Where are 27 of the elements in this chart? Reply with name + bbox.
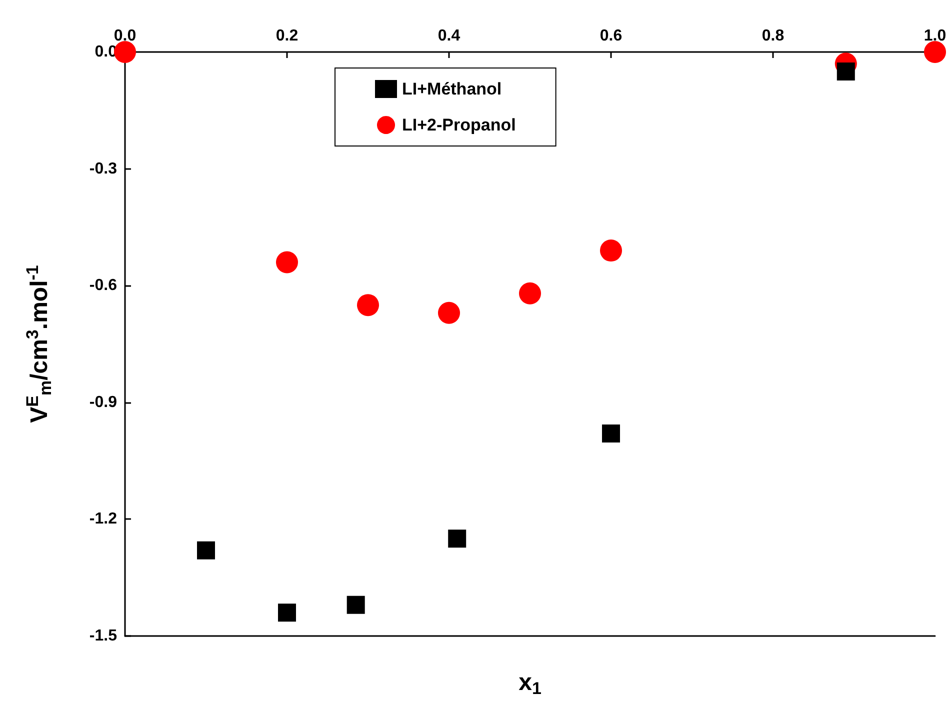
y-tick-label: -0.9 <box>89 394 118 411</box>
point <box>357 294 379 316</box>
point <box>197 541 215 560</box>
x-tick-label: 0.2 <box>276 28 298 44</box>
point <box>114 41 136 63</box>
point <box>278 604 296 622</box>
legend-label: LI+2-Propanol <box>402 116 516 134</box>
legend-label: LI+Méthanol <box>402 80 502 98</box>
point <box>448 530 466 548</box>
y-axis-title: VEm/cm3.mol-1 <box>23 265 55 423</box>
x-tick-label: 1.0 <box>924 28 946 44</box>
point <box>346 596 365 614</box>
point <box>600 240 622 262</box>
y-tick-label: -1.5 <box>89 628 118 644</box>
y-tick-label: -0.3 <box>89 160 118 178</box>
point <box>438 302 460 324</box>
point <box>519 282 541 304</box>
point <box>276 251 298 274</box>
x-tick-label: 0.8 <box>762 28 784 44</box>
y-tick-label: -1.2 <box>89 510 118 528</box>
point <box>602 424 620 443</box>
x-tick-label: 0.4 <box>438 28 460 44</box>
x-tick-label: 0.0 <box>114 28 136 44</box>
y-tick-label: -0.6 <box>89 277 118 294</box>
x-tick-label: 0.6 <box>600 28 622 44</box>
point <box>836 62 855 80</box>
point <box>924 41 946 63</box>
